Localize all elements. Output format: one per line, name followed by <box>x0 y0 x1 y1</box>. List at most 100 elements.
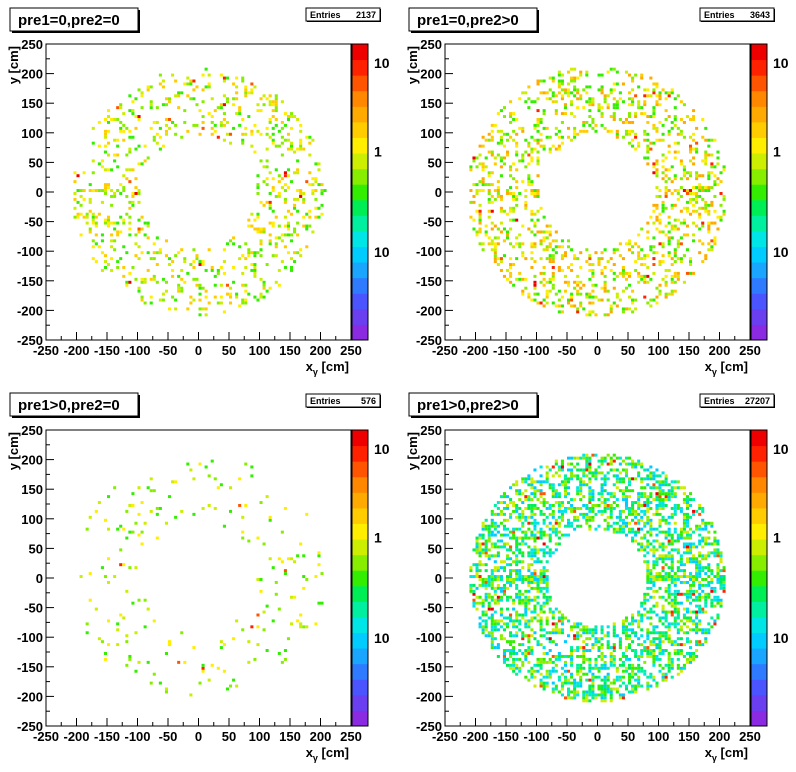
data-cell <box>649 248 653 252</box>
data-cell <box>673 280 677 284</box>
data-cell <box>667 586 671 590</box>
data-cell <box>274 100 278 104</box>
data-cell <box>91 171 95 175</box>
data-cell <box>502 622 506 626</box>
data-cell <box>640 604 644 608</box>
data-cell <box>649 675 653 679</box>
data-cell <box>676 643 680 647</box>
data-cell <box>472 589 476 593</box>
data-cell <box>597 684 601 688</box>
data-cell <box>232 637 236 641</box>
data-cell <box>652 539 656 543</box>
data-cell <box>548 660 552 664</box>
x-tick-label: -150 <box>94 343 120 358</box>
data-cell <box>673 622 677 626</box>
data-cell <box>655 251 659 255</box>
data-cell <box>673 521 677 525</box>
data-cell <box>563 696 567 700</box>
data-cell <box>496 619 500 623</box>
data-cell <box>588 456 592 460</box>
data-cell <box>536 174 540 178</box>
data-cell <box>673 604 677 608</box>
data-cell <box>579 506 583 510</box>
data-cell <box>499 598 503 602</box>
data-cell <box>689 595 693 599</box>
data-cell <box>667 132 671 136</box>
data-cell <box>661 132 665 136</box>
data-cell <box>695 598 699 602</box>
data-cell <box>539 572 543 576</box>
data-cell <box>673 598 677 602</box>
data-cell <box>302 215 306 219</box>
data-cell <box>603 313 607 317</box>
data-cell <box>299 248 303 252</box>
data-cell <box>502 628 506 632</box>
data-cell <box>612 468 616 472</box>
data-cell <box>609 646 613 650</box>
data-cell <box>134 566 138 570</box>
data-cell <box>692 239 696 243</box>
data-cell <box>560 672 564 676</box>
data-cell <box>716 177 720 181</box>
data-cell <box>628 637 632 641</box>
data-cell <box>707 566 711 570</box>
data-cell <box>631 504 635 507</box>
data-cell <box>545 97 549 101</box>
data-cell <box>493 242 497 246</box>
data-cell <box>286 224 290 228</box>
data-cell <box>195 85 199 89</box>
color-bar-label: 1 <box>374 144 382 160</box>
data-cell <box>652 575 656 578</box>
data-cell <box>576 506 580 510</box>
data-cell <box>606 94 610 98</box>
data-cell <box>652 604 656 608</box>
data-cell <box>628 666 632 670</box>
data-cell <box>122 129 126 133</box>
data-cell <box>171 120 175 124</box>
data-cell <box>515 539 519 543</box>
data-cell <box>719 192 723 195</box>
data-cell <box>664 280 668 284</box>
data-cell <box>567 678 571 682</box>
data-cell <box>542 144 546 148</box>
x-tick-label: -200 <box>462 343 488 358</box>
data-cell <box>256 643 260 647</box>
data-cell <box>585 628 589 632</box>
data-cell <box>506 518 510 522</box>
data-cell <box>274 242 278 246</box>
color-bar-segment <box>751 44 767 61</box>
data-cell <box>557 610 561 614</box>
data-cell <box>685 548 689 552</box>
data-cell <box>576 672 580 676</box>
data-cell <box>530 483 534 487</box>
data-cell <box>679 575 683 578</box>
data-cell <box>710 598 714 602</box>
data-cell <box>704 631 708 635</box>
data-cell <box>588 115 592 118</box>
data-cell <box>91 212 95 216</box>
data-cell <box>631 462 635 466</box>
data-cell <box>219 295 223 299</box>
data-cell <box>548 551 552 555</box>
data-cell <box>667 236 671 240</box>
data-cell <box>277 557 281 561</box>
data-cell <box>472 194 476 198</box>
data-cell <box>545 575 549 578</box>
stats-entries: 576 <box>361 396 376 406</box>
data-cell <box>594 696 598 700</box>
data-cell <box>475 575 479 578</box>
data-cell <box>527 85 531 89</box>
data-cell <box>628 530 632 534</box>
data-cell <box>579 628 583 632</box>
title-text: pre1>0,pre2>0 <box>417 397 519 414</box>
data-cell <box>628 634 632 638</box>
data-cell <box>701 539 705 543</box>
data-cell <box>499 607 503 611</box>
data-cell <box>631 687 635 691</box>
data-cell <box>600 652 604 655</box>
data-cell <box>560 666 564 670</box>
data-cell <box>524 286 528 290</box>
data-cell <box>481 189 485 192</box>
data-cell <box>722 578 726 581</box>
data-cell <box>573 76 577 80</box>
